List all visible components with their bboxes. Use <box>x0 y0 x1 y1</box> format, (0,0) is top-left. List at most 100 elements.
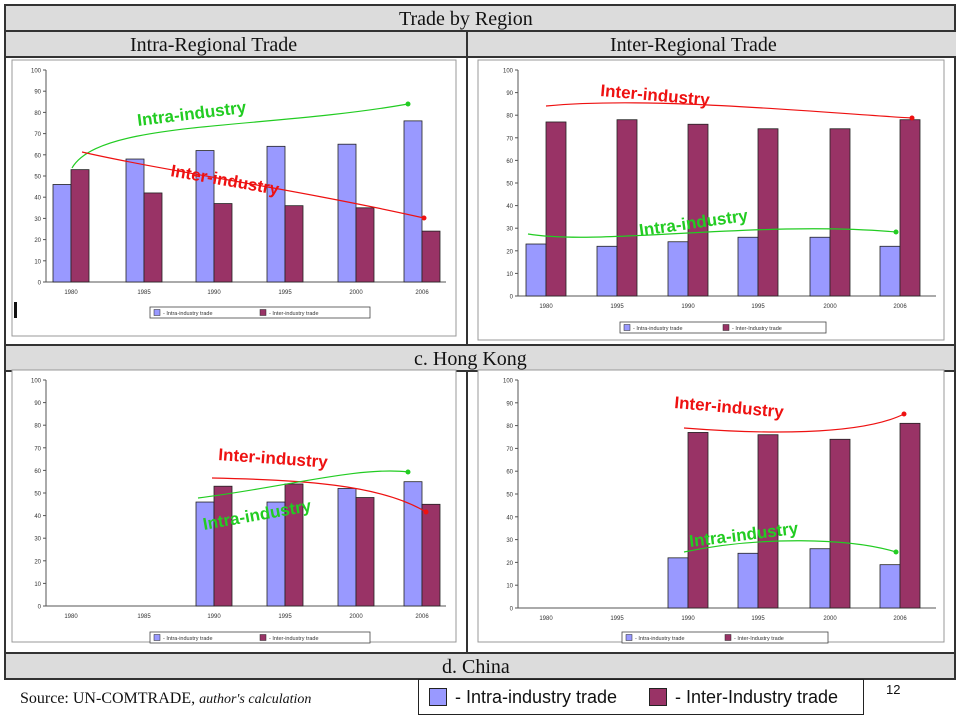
bar-intra-1990 <box>667 241 689 297</box>
small-legend-intra-swatch <box>623 324 631 331</box>
left-column-header: Intra-Regional Trade <box>6 32 466 58</box>
trend-arrow-red <box>683 413 905 433</box>
x-tick-label: 1980 <box>539 304 553 310</box>
y-tick-label: 100 <box>503 379 514 385</box>
small-legend-intra-swatch <box>153 309 161 316</box>
bar-inter-2000 <box>829 438 851 609</box>
x-tick-label: 1990 <box>207 614 221 620</box>
legend-intra-label: - Intra-industry trade <box>455 687 618 707</box>
arrow-head <box>423 509 429 515</box>
y-tick-label: 0 <box>38 605 42 611</box>
right-column-header: Inter-Regional Trade <box>468 32 956 58</box>
bar-inter-2006 <box>899 119 921 297</box>
legend-inter-label: - Inter-Industry trade <box>675 687 839 707</box>
small-legend-inter-label: - Inter-industry trade <box>269 636 319 642</box>
y-tick-label: 70 <box>506 447 513 453</box>
bar-inter-1990 <box>687 432 709 609</box>
x-tick-label: 1995 <box>610 304 624 310</box>
column-divider-top <box>466 32 468 344</box>
arrow-head <box>893 549 899 555</box>
x-tick-label: 1995 <box>278 290 292 296</box>
x-tick-label: 1990 <box>207 290 221 296</box>
y-tick-label: 0 <box>510 295 514 301</box>
x-tick-label: 2000 <box>349 290 363 296</box>
arrow-head <box>909 115 915 121</box>
y-tick-label: 80 <box>506 114 513 120</box>
y-tick-label: 40 <box>34 514 41 520</box>
y-tick-label: 50 <box>506 182 513 188</box>
legend-inter-swatch <box>649 688 667 706</box>
bar-intra-2000 <box>337 143 357 283</box>
y-tick-label: 60 <box>506 470 513 476</box>
y-tick-label: 20 <box>34 559 41 565</box>
y-tick-label: 20 <box>506 561 513 567</box>
bar-intra-1995 <box>266 145 286 283</box>
trend-arrow-red <box>545 102 913 119</box>
x-tick-label: 1995 <box>751 304 765 310</box>
bar-inter-2006 <box>421 230 441 283</box>
x-tick-label: 1995 <box>278 614 292 620</box>
chart-panel-1: 0 10 20 30 40 50 60 70 80 90 100 1980 1985 1990 1995 20… <box>11 59 457 337</box>
small-legend-inter-label: - Inter-Industry trade <box>734 636 784 642</box>
y-tick-label: 50 <box>506 493 513 499</box>
x-tick-label: 1980 <box>64 614 78 620</box>
trend-arrow-green <box>71 103 409 169</box>
y-tick-label: 10 <box>34 582 41 588</box>
y-tick-label: 70 <box>34 446 41 452</box>
small-legend-inter-swatch <box>259 309 267 316</box>
y-tick-label: 20 <box>34 238 41 244</box>
small-legend-intra-label: - Intra-industry trade <box>163 636 213 642</box>
bar-intra-2006 <box>879 564 901 609</box>
y-tick-label: 10 <box>506 272 513 278</box>
legend-intra-swatch <box>429 688 447 706</box>
bar-inter-2000 <box>355 207 375 283</box>
x-tick-label: 1995 <box>751 616 765 622</box>
bar-intra-1980 <box>525 243 547 297</box>
y-tick-label: 60 <box>34 153 41 159</box>
small-legend-inter-swatch <box>722 324 730 331</box>
x-tick-label: 2000 <box>349 614 363 620</box>
y-tick-label: 50 <box>34 175 41 181</box>
y-tick-label: 30 <box>506 538 513 544</box>
small-legend-inter-label: - Inter-industry trade <box>269 311 319 317</box>
x-tick-label: 1980 <box>64 290 78 296</box>
y-tick-label: 50 <box>34 492 41 498</box>
bar-inter-1980 <box>545 121 567 297</box>
bar-intra-1995 <box>737 236 759 297</box>
bar-inter-1990 <box>213 203 233 283</box>
col-right-title: Inter-Regional Trade <box>610 34 777 56</box>
y-tick-label: 80 <box>34 424 41 430</box>
y-tick-label: 40 <box>506 204 513 210</box>
bar-inter-1995 <box>284 205 304 283</box>
arrow-head <box>405 101 411 107</box>
bar-intra-1985 <box>125 158 145 283</box>
cursor-mark <box>14 302 17 318</box>
title-bar: Trade by Region <box>6 6 954 32</box>
page-title: Trade by Region <box>399 8 533 30</box>
y-tick-label: 70 <box>506 136 513 142</box>
bar-intra-2006 <box>403 481 423 607</box>
x-tick-label: 1985 <box>137 290 151 296</box>
x-tick-label: 1985 <box>137 614 151 620</box>
small-legend-intra-label: - Intra-industry trade <box>633 326 683 332</box>
y-tick-label: 0 <box>510 607 514 613</box>
bar-inter-1995 <box>757 434 779 609</box>
bar-intra-1995 <box>596 245 618 297</box>
y-tick-label: 90 <box>506 401 513 407</box>
bar-intra-1980 <box>52 184 72 283</box>
trend-arrow-green <box>197 470 409 499</box>
col-left-title: Intra-Regional Trade <box>130 34 298 56</box>
bar-inter-2006 <box>899 422 921 609</box>
small-legend-intra-swatch <box>625 634 633 641</box>
y-tick-label: 30 <box>34 217 41 223</box>
bar-inter-1980 <box>70 169 90 283</box>
trend-arrow-green <box>683 540 897 553</box>
small-legend-intra-swatch <box>153 634 161 641</box>
y-tick-label: 40 <box>506 515 513 521</box>
x-tick-label: 1995 <box>610 616 624 622</box>
bar-inter-1995 <box>284 483 304 607</box>
arrow-head <box>405 469 411 475</box>
chart-frame <box>477 369 945 643</box>
y-tick-label: 10 <box>506 584 513 590</box>
